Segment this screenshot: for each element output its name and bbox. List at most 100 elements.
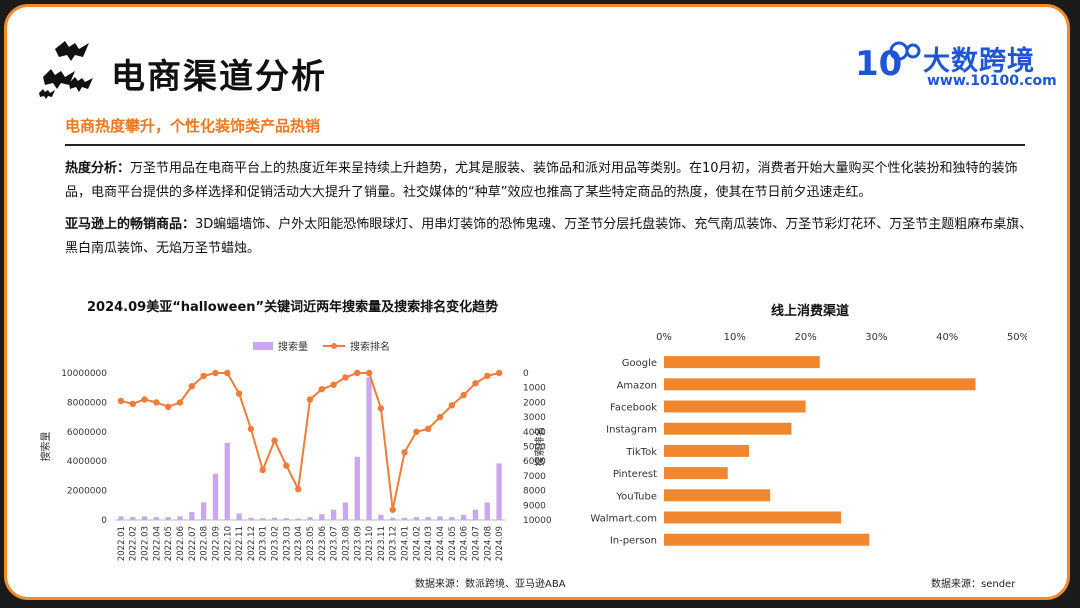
bar-search-volume: [153, 517, 160, 520]
y-tick-label: 4000000: [67, 457, 107, 467]
x-tick-label: 2022.07: [188, 526, 198, 561]
bar-search-volume: [295, 518, 301, 520]
bar-search-volume: [496, 463, 502, 520]
y-tick-label: 8000000: [67, 398, 107, 408]
bar-search-volume: [390, 517, 396, 520]
point-search-rank: [235, 390, 243, 397]
x-tick-label: 40%: [936, 332, 958, 343]
x-tick-label: 2024.05: [448, 526, 458, 561]
x-tick-label: 2023.08: [341, 526, 351, 561]
bar-search-volume: [401, 517, 408, 520]
point-search-rank: [247, 425, 255, 433]
legend-label-search-rank: 搜索排名: [350, 340, 390, 353]
bar-search-volume: [200, 502, 207, 520]
y-tick-label: 0: [101, 516, 107, 526]
x-tick-label: 2023.10: [365, 526, 375, 561]
bar-channel: [664, 400, 806, 413]
bar-search-volume: [248, 517, 254, 520]
x-tick-label: 2023.03: [282, 526, 292, 561]
point-search-rank: [365, 369, 373, 377]
point-search-rank: [200, 372, 207, 380]
x-tick-label: 2024.06: [460, 526, 470, 561]
category-label: Instagram: [606, 425, 657, 436]
y2-tick-label: 9000: [523, 501, 546, 511]
x-tick-label: 10%: [724, 332, 746, 343]
point-search-rank: [271, 437, 278, 444]
point-search-rank: [495, 369, 503, 377]
bar-search-volume: [212, 473, 219, 520]
y2-tick-label: 4000: [523, 428, 546, 438]
bar-search-volume: [472, 509, 479, 520]
bar-channel: [664, 422, 792, 435]
point-search-rank: [117, 397, 125, 405]
bats-icon: [39, 41, 93, 99]
x-tick-label: 2024.01: [401, 526, 411, 561]
bar-search-volume: [177, 516, 183, 520]
point-search-rank: [224, 369, 231, 377]
x-tick-label: 30%: [865, 332, 887, 343]
point-search-rank: [141, 396, 148, 403]
bar-search-volume: [449, 517, 455, 520]
x-tick-label: 2022.02: [129, 526, 139, 561]
x-tick-label: 2023.02: [271, 526, 281, 561]
point-search-rank: [259, 466, 266, 474]
bar-channel: [664, 511, 841, 524]
bar-search-volume: [165, 517, 171, 520]
chart-title-channels: 线上消费渠道: [771, 304, 850, 319]
category-label: Amazon: [617, 380, 657, 391]
y2-tick-label: 3000: [523, 413, 546, 423]
bar-search-volume: [236, 513, 242, 520]
paragraph-heat-analysis: 热度分析：万圣节用品在电商平台上的热度近年来呈持续上升趋势，尤其是服装、装饰品和…: [65, 157, 1035, 205]
slide-card: 电商渠道分析 10 大数跨境 www.10100.com 电商热度攀升，个性化装…: [4, 4, 1070, 600]
point-search-rank: [472, 380, 479, 387]
channels-chart: 0% 10% 20% 30% 40% 50% Google Amazon Facebook Ins…: [590, 332, 1027, 547]
point-search-rank: [294, 485, 302, 493]
x-tick-label: 2023.12: [389, 526, 399, 561]
legend-swatch-search-volume: [253, 342, 273, 350]
point-search-rank: [188, 383, 196, 390]
page-title: 电商渠道分析: [111, 57, 327, 97]
paragraph-text: 3D蝙蝠墙饰、户外太阳能恐怖眼球灯、用串灯装饰的恐怖鬼魂、万圣节分层托盘装饰、充…: [65, 217, 1033, 256]
bar-search-volume: [141, 516, 148, 520]
y2-tick-label: 2000: [523, 398, 546, 408]
point-search-rank: [413, 428, 420, 435]
x-tick-label: 2022.05: [164, 526, 174, 561]
source-right: 数据来源：sender: [931, 579, 1016, 590]
chart-title-search-trend: 2024.09美亚“halloween”关键词近两年搜索量及搜索排名变化趋势: [87, 300, 499, 315]
x-tick-label: 2022.01: [117, 526, 127, 561]
x-tick-label: 2022.06: [176, 526, 186, 561]
y2-tick-label: 0: [523, 369, 529, 379]
x-tick-label: 50%: [1007, 332, 1027, 343]
bar-search-volume: [366, 377, 372, 520]
point-search-rank: [401, 449, 408, 456]
x-tick-label: 2022.12: [247, 526, 257, 561]
x-tick-label: 20%: [794, 332, 816, 343]
brand-logo: 10 大数跨境 www.10100.com: [853, 37, 1057, 97]
paragraph-label: 亚马逊上的畅销商品：: [65, 217, 196, 232]
search-trend-chart: 搜索量 搜索排名020000004000000600000080000001000…: [39, 340, 552, 561]
x-tick-label: 2024.09: [495, 526, 505, 561]
section-subtitle: 电商热度攀升，个性化装饰类产品热销: [65, 117, 321, 135]
category-label: Facebook: [610, 403, 657, 414]
bar-search-volume: [378, 514, 384, 520]
paragraph-label: 热度分析：: [65, 161, 131, 176]
logo-name: 大数跨境: [923, 46, 1035, 77]
x-tick-label: 2022.04: [152, 526, 162, 561]
category-label: Google: [622, 358, 657, 369]
x-tick-label: 2022.11: [235, 526, 245, 561]
y2-tick-label: 8000: [523, 487, 546, 497]
bar-search-volume: [118, 516, 124, 520]
point-search-rank: [306, 396, 314, 403]
bar-search-volume: [330, 509, 337, 520]
point-search-rank: [460, 391, 467, 399]
bar-search-volume: [319, 514, 325, 520]
point-search-rank: [212, 369, 219, 377]
y2-tick-label: 6000: [523, 457, 546, 467]
bar-channel: [664, 467, 728, 480]
point-search-rank: [354, 369, 361, 377]
x-tick-label: 2024.07: [471, 526, 481, 561]
x-tick-label: 2023.11: [377, 526, 387, 561]
y2-tick-label: 1000: [523, 384, 546, 394]
y2-tick-label: 10000: [523, 516, 552, 526]
bar-search-volume: [260, 518, 266, 520]
